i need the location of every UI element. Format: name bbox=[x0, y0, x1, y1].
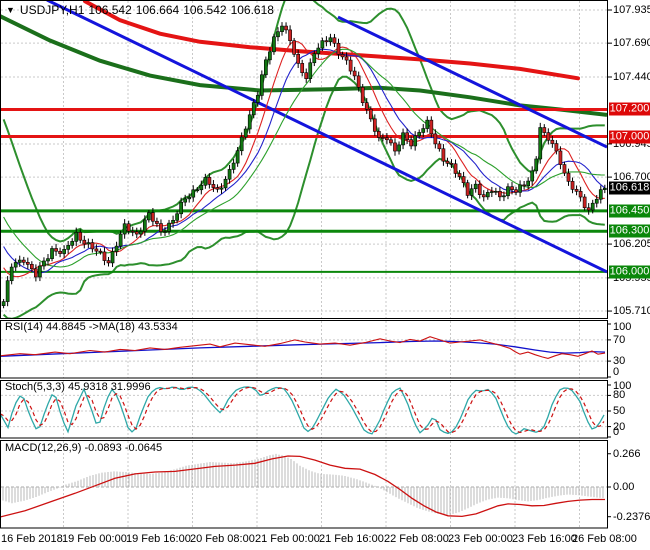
ohlc-close: 106.618 bbox=[230, 3, 274, 17]
macd-indicator-label: MACD(12,26,9) -0.0893 -0.0645 bbox=[5, 442, 163, 454]
price-badge-107.200[interactable]: 107.200 bbox=[609, 102, 650, 116]
panel-frame bbox=[0, 0, 608, 319]
stoch-tick-100: 100 bbox=[613, 380, 632, 392]
rsi-tick-70: 70 bbox=[613, 333, 626, 346]
panel-frame bbox=[0, 440, 608, 529]
macd-tick-0.00: 0.00 bbox=[613, 481, 635, 493]
price-badge-106.300[interactable]: 106.300 bbox=[609, 224, 650, 238]
chart-header: ▼ USDJPY,H1 106.542 106.664 106.542 106.618 bbox=[6, 3, 278, 17]
panel-frame bbox=[0, 380, 608, 439]
ohlc-open: 106.542 bbox=[88, 3, 132, 17]
rsi-line bbox=[0, 336, 606, 359]
time-label: 16 Feb 2018 bbox=[1, 533, 63, 545]
price-tick-107.935: 107.935 bbox=[613, 4, 650, 16]
stoch-k-line bbox=[0, 386, 605, 435]
stoch-tick-50: 50 bbox=[613, 405, 626, 417]
time-label: 22 Feb 08:00 bbox=[384, 533, 449, 545]
stoch-tick-20: 20 bbox=[613, 420, 626, 433]
price-badge-107.000[interactable]: 107.000 bbox=[609, 130, 650, 144]
stochastic-panel[interactable] bbox=[0, 386, 605, 435]
time-label: 21 Feb 00:00 bbox=[255, 533, 320, 545]
price-badge-106.000[interactable]: 106.000 bbox=[609, 265, 650, 279]
fast-ma-blue bbox=[3, 48, 606, 274]
stoch-d-line bbox=[0, 386, 605, 434]
macd-tick-0.266: 0.266 bbox=[613, 447, 641, 460]
time-label: 23 Feb 00:00 bbox=[448, 533, 513, 545]
price-tick-106.205: 106.205 bbox=[613, 238, 650, 251]
macd-tick--0.2376: -0.2376 bbox=[613, 510, 650, 523]
time-label: 20 Feb 08:00 bbox=[190, 533, 255, 545]
symbol-timeframe-label: USDJPY,H1 bbox=[19, 3, 85, 17]
rsi-tick-0: 0 bbox=[613, 366, 620, 378]
price-tick-107.690: 107.690 bbox=[613, 37, 650, 50]
bollinger-lower-band bbox=[2, 75, 605, 318]
rsi-indicator-label: RSI(14) 44.8845 ->MA(18) 43.5334 bbox=[5, 321, 178, 333]
price-badge-106.450[interactable]: 106.450 bbox=[609, 204, 650, 218]
time-label: 21 Feb 16:00 bbox=[319, 533, 384, 545]
rsi-tick-100: 100 bbox=[613, 321, 632, 333]
time-label: 23 Feb 16:00 bbox=[512, 533, 577, 545]
stochastic-indicator-label: Stoch(5,3,3) 45.9318 31.9996 bbox=[5, 381, 151, 393]
rsi-panel[interactable] bbox=[0, 336, 606, 359]
trendline-descending-channel-lower[interactable] bbox=[46, 0, 607, 274]
symbol-dropdown-icon[interactable]: ▼ bbox=[6, 5, 15, 15]
panel-frame bbox=[0, 320, 608, 379]
fast-ma-red bbox=[3, 40, 605, 278]
time-label: 19 Feb 16:00 bbox=[126, 533, 191, 545]
time-axis[interactable]: 16 Feb 2018 19 Feb 00:00 19 Feb 16:00 20 Fe… bbox=[0, 533, 650, 549]
slow-red-ma bbox=[83, 1, 580, 81]
rsi-tick-30: 30 bbox=[613, 355, 626, 368]
ohlc-low: 106.542 bbox=[183, 3, 227, 17]
stoch-tick-0: 0 bbox=[613, 426, 620, 438]
price-tick-105.710: 105.710 bbox=[613, 305, 650, 318]
price-tick-106.700: 106.700 bbox=[613, 171, 650, 184]
macd-signal-line bbox=[0, 455, 605, 518]
price-tick-107.440: 107.440 bbox=[613, 70, 650, 83]
main-price-panel[interactable] bbox=[0, 0, 607, 319]
price-badge-106.618[interactable]: 106.618 bbox=[609, 181, 650, 195]
ohlc-high: 106.664 bbox=[135, 3, 180, 17]
time-label: 19 Feb 00:00 bbox=[62, 533, 127, 545]
trendline-descending-channel-upper[interactable] bbox=[337, 15, 607, 149]
time-label: 26 Feb 08:00 bbox=[572, 533, 637, 545]
candles bbox=[1, 22, 607, 309]
macd-panel[interactable] bbox=[0, 453, 605, 518]
stoch-tick-80: 80 bbox=[613, 389, 626, 402]
